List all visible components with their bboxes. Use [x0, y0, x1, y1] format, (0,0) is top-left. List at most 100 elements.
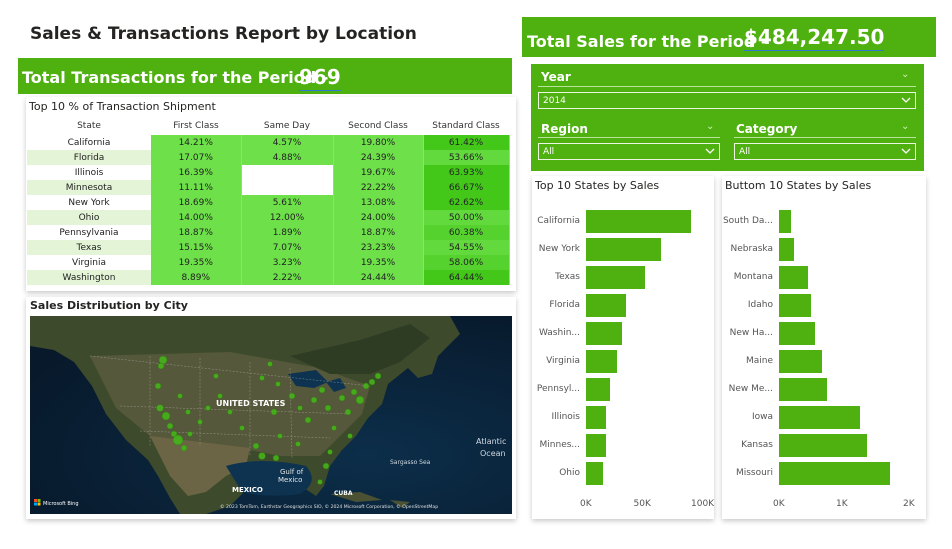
- value-cell: 19.35%: [151, 255, 242, 270]
- category-slicer-title: Category: [736, 122, 798, 136]
- bar[interactable]: [586, 266, 645, 289]
- table-row[interactable]: Illinois 16.39% 19.67% 63.93%: [27, 165, 510, 180]
- bar[interactable]: [586, 378, 611, 401]
- column-header[interactable]: Same Day: [263, 120, 311, 131]
- value-cell: 4.88%: [241, 150, 334, 165]
- value-cell: 66.67%: [423, 180, 510, 195]
- year-dropdown-value: 2014: [543, 96, 566, 106]
- value-cell: 50.00%: [423, 210, 510, 225]
- value-cell: 24.00%: [333, 210, 424, 225]
- table-row[interactable]: California 14.21% 4.57% 19.80% 61.42%: [27, 135, 510, 150]
- bar[interactable]: [779, 210, 792, 233]
- map-label-gulf: Gulf of Mexico: [278, 468, 304, 484]
- value-cell: 24.39%: [333, 150, 424, 165]
- table-row[interactable]: Virginia 19.35% 3.23% 19.35% 58.06%: [27, 255, 510, 270]
- table-row[interactable]: Ohio 14.00% 12.00% 24.00% 50.00%: [27, 210, 510, 225]
- state-cell: California: [67, 137, 111, 148]
- bar-category-label: Minnes...: [539, 440, 580, 450]
- state-cell: New York: [68, 197, 110, 208]
- sales-map[interactable]: UNITED STATES Gulf of Mexico MEXICO CUBA …: [30, 316, 512, 514]
- bar[interactable]: [586, 294, 627, 317]
- bar-category-label: Texas: [555, 272, 580, 282]
- table-row[interactable]: Minnesota 11.11% 22.22% 66.67%: [27, 180, 510, 195]
- bar[interactable]: [586, 322, 622, 345]
- bar[interactable]: [779, 406, 861, 429]
- chevron-down-icon[interactable]: ⌄: [901, 121, 910, 132]
- state-cell: Washington: [27, 270, 151, 285]
- table-row[interactable]: Washington 8.89% 2.22% 24.44% 64.44%: [27, 270, 510, 285]
- value-cell: 12.00%: [241, 210, 334, 225]
- table-row[interactable]: Texas 15.15% 7.07% 23.23% 54.55%: [27, 240, 510, 255]
- bar[interactable]: [586, 434, 606, 457]
- bar[interactable]: [586, 238, 661, 261]
- value-cell: 19.80%: [333, 135, 424, 150]
- bar-category-label: South Da...: [722, 216, 773, 226]
- top-states-card: Top 10 States by Sales California New Yor…: [532, 176, 714, 519]
- column-header[interactable]: First Class: [173, 120, 219, 131]
- value-cell: 58.06%: [423, 255, 510, 270]
- column-header[interactable]: State: [77, 120, 101, 131]
- bar-category-label: Idaho: [747, 300, 773, 310]
- bar[interactable]: [779, 294, 812, 317]
- state-cell: Illinois: [74, 167, 104, 178]
- bar-category-label: Montana: [733, 272, 773, 282]
- value-cell: 14.00%: [151, 210, 242, 225]
- state-cell: Virginia: [72, 257, 106, 268]
- bar[interactable]: [779, 322, 815, 345]
- map-attribution[interactable]: © 2023 TomTom, Earthstar Geographics SIO…: [220, 503, 438, 510]
- sales-map-card: Sales Distribution by City: [26, 297, 516, 519]
- table-row[interactable]: Florida 17.07% 4.88% 24.39% 53.66%: [27, 150, 510, 165]
- bar[interactable]: [586, 210, 691, 233]
- value-cell: 24.44%: [333, 270, 424, 285]
- value-cell: 64.44%: [423, 270, 510, 285]
- top-states-title: Top 10 States by Sales: [535, 179, 660, 192]
- table-row[interactable]: Pennsylvania 18.87% 1.89% 18.87% 60.38%: [27, 225, 510, 240]
- value-cell: 7.07%: [241, 240, 334, 255]
- value-cell: 18.87%: [333, 225, 424, 240]
- bar[interactable]: [779, 266, 809, 289]
- axis-tick-label: 0K: [773, 499, 785, 509]
- bar[interactable]: [779, 238, 795, 261]
- bar-category-label: California: [537, 216, 580, 226]
- column-header[interactable]: Standard Class: [432, 120, 500, 131]
- bar[interactable]: [779, 350, 822, 373]
- bar[interactable]: [779, 378, 828, 401]
- table-row[interactable]: New York 18.69% 5.61% 13.08% 62.62%: [27, 195, 510, 210]
- bar[interactable]: [779, 462, 890, 485]
- bar[interactable]: [779, 434, 868, 457]
- map-label-mexico: MEXICO: [232, 486, 263, 494]
- axis-tick-label: 100K: [691, 499, 715, 509]
- bing-logo: Microsoft Bing: [34, 499, 79, 507]
- state-cell: Texas: [27, 240, 151, 255]
- bar[interactable]: [586, 350, 618, 373]
- category-dropdown[interactable]: All: [734, 143, 916, 160]
- value-cell: [241, 165, 334, 180]
- value-cell: 54.55%: [423, 240, 510, 255]
- state-cell: Pennsylvania: [59, 227, 119, 238]
- value-cell: 4.57%: [241, 135, 334, 150]
- bar[interactable]: [586, 462, 604, 485]
- chevron-down-icon[interactable]: ⌄: [706, 121, 715, 132]
- value-cell: 13.08%: [333, 195, 424, 210]
- bar-category-label: Washin...: [538, 328, 580, 338]
- bar-category-label: Virginia: [546, 356, 580, 366]
- total-transactions-value: 969: [299, 65, 341, 91]
- bar-category-label: Maine: [745, 356, 773, 366]
- value-cell: 18.87%: [151, 225, 242, 240]
- value-cell: 60.38%: [423, 225, 510, 240]
- value-cell: 14.21%: [151, 135, 242, 150]
- total-sales-value: $484,247.50: [744, 25, 885, 51]
- axis-tick-label: 1K: [836, 499, 848, 509]
- axis-tick-label: 2K: [903, 499, 915, 509]
- bar-category-label: Kansas: [741, 440, 773, 450]
- value-cell: 15.15%: [151, 240, 242, 255]
- column-header[interactable]: Second Class: [348, 120, 408, 131]
- bar[interactable]: [586, 406, 606, 429]
- axis-tick-label: 50K: [633, 499, 651, 509]
- bar-category-label: Florida: [549, 300, 580, 310]
- region-dropdown[interactable]: All: [538, 143, 720, 160]
- year-dropdown[interactable]: 2014: [538, 92, 916, 109]
- value-cell: 61.42%: [423, 135, 510, 150]
- bottom-states-title: Buttom 10 States by Sales: [725, 179, 872, 192]
- chevron-down-icon[interactable]: ⌄: [901, 69, 910, 80]
